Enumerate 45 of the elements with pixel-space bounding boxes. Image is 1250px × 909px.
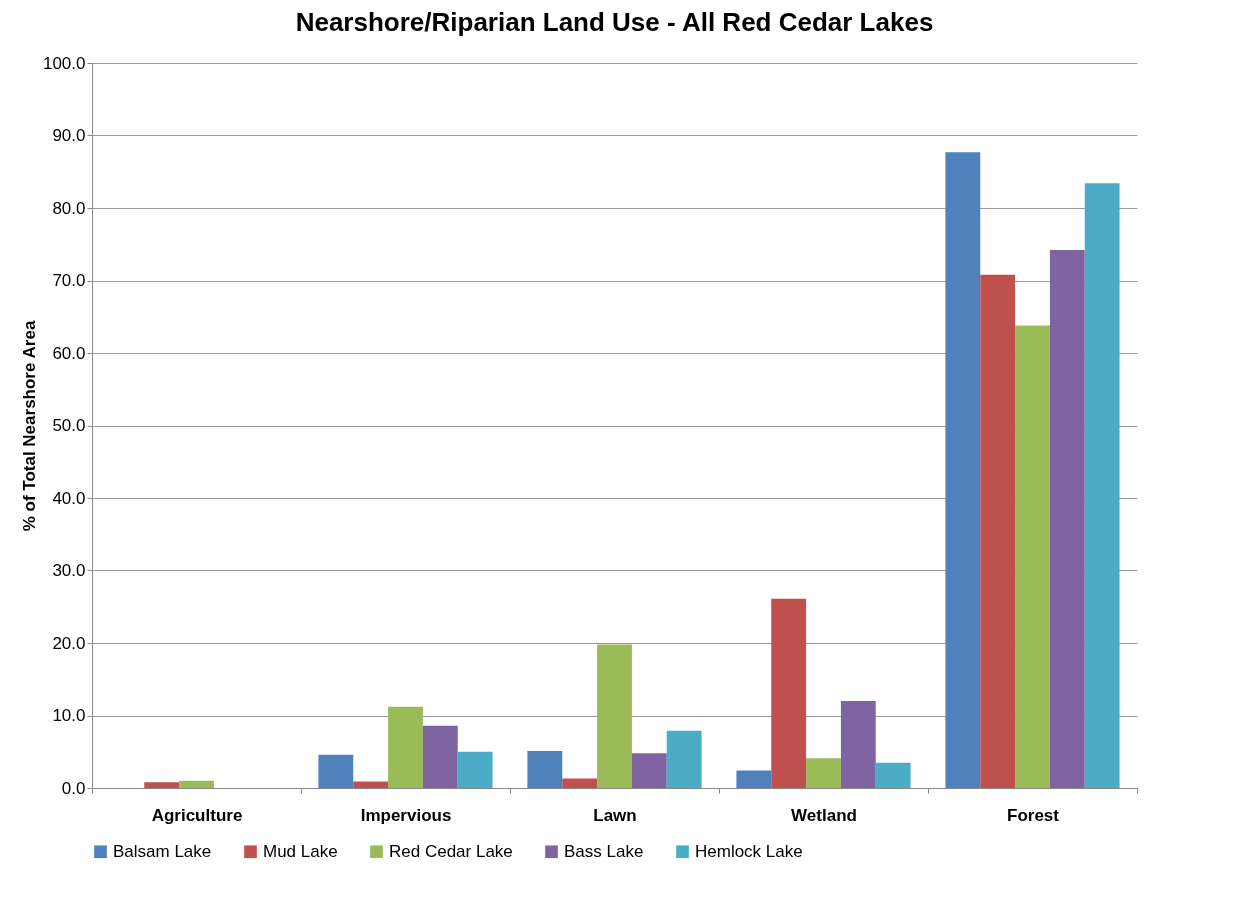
y-tick-label: 0.0 — [61, 778, 86, 798]
bar — [945, 152, 981, 788]
bar — [666, 730, 702, 788]
y-tick-label: 20.0 — [52, 633, 86, 653]
legend-label: Balsam Lake — [113, 841, 212, 861]
bar — [631, 753, 667, 788]
bar — [388, 706, 423, 788]
bar — [179, 780, 214, 788]
bar — [806, 758, 841, 788]
y-tick-label: 60.0 — [52, 343, 86, 363]
y-tick-label: 100.0 — [42, 53, 86, 73]
y-axis-title: % of Total Nearshore Area — [19, 320, 39, 532]
chart-title: Nearshore/Riparian Land Use - All Red Cedar Lakes — [295, 7, 934, 37]
bar — [1084, 183, 1120, 788]
bar — [771, 598, 807, 788]
y-tick-label: 90.0 — [52, 126, 86, 145]
bar — [353, 781, 389, 788]
y-tick-label: 30.0 — [52, 561, 86, 580]
y-tick-label: 10.0 — [52, 706, 86, 725]
bar — [1015, 325, 1050, 788]
bar — [736, 770, 772, 788]
legend-label: Mud Lake — [263, 841, 338, 861]
bar — [840, 701, 876, 788]
bar — [1049, 250, 1085, 788]
bar — [318, 754, 354, 788]
legend-label: Hemlock Lake — [695, 841, 803, 861]
x-tick-label: Impervious — [360, 805, 452, 825]
bar — [457, 751, 493, 788]
y-tick-label: 50.0 — [52, 416, 86, 435]
bar — [527, 751, 563, 788]
y-tick-label: 40.0 — [52, 488, 86, 508]
bar — [562, 778, 598, 788]
bar — [144, 782, 180, 788]
y-tick-label: 80.0 — [52, 198, 86, 218]
x-tick-label: Forest — [1007, 805, 1060, 825]
bar — [980, 274, 1016, 788]
x-tick-label: Agriculture — [151, 805, 243, 825]
x-tick-label: Wetland — [791, 805, 857, 825]
bar — [597, 644, 632, 788]
y-tick-label: 70.0 — [52, 271, 86, 290]
bar — [422, 725, 458, 788]
bar — [875, 762, 911, 788]
legend-label: Red Cedar Lake — [389, 841, 513, 861]
x-tick-label: Lawn — [593, 805, 637, 825]
legend-label: Bass Lake — [564, 841, 644, 861]
